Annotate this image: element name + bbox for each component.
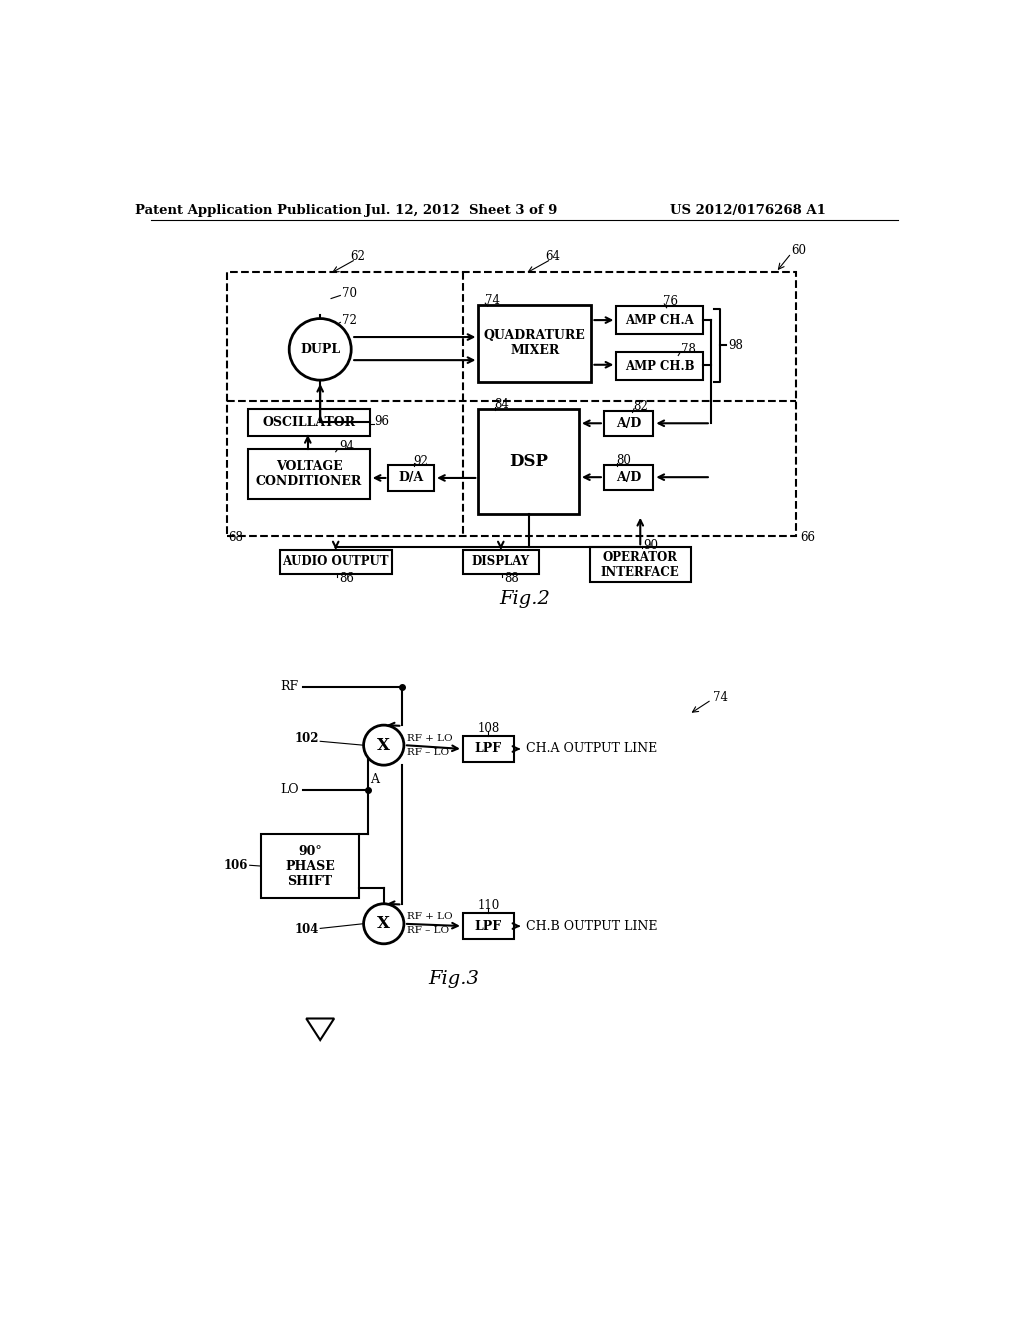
Text: DISPLAY: DISPLAY <box>472 556 529 569</box>
Text: 94: 94 <box>339 440 354 453</box>
Text: LPF: LPF <box>475 742 502 755</box>
Text: Patent Application Publication: Patent Application Publication <box>135 205 361 218</box>
Text: 76: 76 <box>663 296 678 308</box>
Text: 74: 74 <box>484 294 500 308</box>
Text: US 2012/0176268 A1: US 2012/0176268 A1 <box>670 205 826 218</box>
Text: 98: 98 <box>728 339 742 351</box>
Text: 86: 86 <box>339 573 353 585</box>
Text: 110: 110 <box>477 899 500 912</box>
Text: AMP CH.A: AMP CH.A <box>626 314 694 326</box>
Text: LO: LO <box>280 783 299 796</box>
Text: OPERATOR
INTERFACE: OPERATOR INTERFACE <box>601 550 680 578</box>
Text: OSCILLATOR: OSCILLATOR <box>262 416 355 429</box>
Text: AUDIO OUTPUT: AUDIO OUTPUT <box>283 556 389 569</box>
Text: Jul. 12, 2012  Sheet 3 of 9: Jul. 12, 2012 Sheet 3 of 9 <box>366 205 557 218</box>
Text: A/D: A/D <box>616 417 641 430</box>
Text: 68: 68 <box>227 531 243 544</box>
Text: RF – LO: RF – LO <box>407 927 450 935</box>
Text: RF – LO: RF – LO <box>407 747 450 756</box>
Text: 106: 106 <box>224 859 248 871</box>
Text: Fig.3: Fig.3 <box>428 970 479 989</box>
Text: 74: 74 <box>713 690 728 704</box>
Text: DSP: DSP <box>509 453 548 470</box>
Text: 64: 64 <box>545 251 560 264</box>
Text: 84: 84 <box>494 399 509 412</box>
Text: 108: 108 <box>477 722 500 735</box>
Text: X: X <box>377 915 390 932</box>
Text: CH.B OUTPUT LINE: CH.B OUTPUT LINE <box>526 920 657 933</box>
Text: DUPL: DUPL <box>300 343 340 356</box>
Text: RF: RF <box>281 680 299 693</box>
Circle shape <box>364 725 403 766</box>
Circle shape <box>289 318 351 380</box>
Text: 102: 102 <box>294 733 318 746</box>
Text: A: A <box>371 772 380 785</box>
Text: D/A: D/A <box>398 471 424 484</box>
Text: 88: 88 <box>504 573 518 585</box>
Text: RF + LO: RF + LO <box>407 912 453 921</box>
Text: X: X <box>377 737 390 754</box>
Text: 90°
PHASE
SHIFT: 90° PHASE SHIFT <box>286 845 335 887</box>
Text: 80: 80 <box>616 454 631 467</box>
Text: LPF: LPF <box>475 920 502 933</box>
Text: 92: 92 <box>414 454 428 467</box>
Text: 104: 104 <box>294 924 318 936</box>
Text: Fig.2: Fig.2 <box>500 590 550 607</box>
Text: CH.A OUTPUT LINE: CH.A OUTPUT LINE <box>526 742 657 755</box>
Circle shape <box>364 904 403 944</box>
Text: RF + LO: RF + LO <box>407 734 453 743</box>
Text: AMP CH.B: AMP CH.B <box>625 360 694 372</box>
Text: A/D: A/D <box>616 471 641 483</box>
Text: VOLTAGE
CONDITIONER: VOLTAGE CONDITIONER <box>256 461 362 488</box>
Text: 72: 72 <box>342 314 356 326</box>
Text: 62: 62 <box>350 251 365 264</box>
Text: 66: 66 <box>801 531 816 544</box>
Text: 96: 96 <box>375 416 389 428</box>
Text: 70: 70 <box>342 288 357 301</box>
Text: QUADRATURE
MIXER: QUADRATURE MIXER <box>484 329 586 358</box>
Text: 90: 90 <box>643 539 658 552</box>
Text: 82: 82 <box>633 400 648 413</box>
Text: 60: 60 <box>792 244 807 257</box>
Text: 78: 78 <box>681 343 696 356</box>
